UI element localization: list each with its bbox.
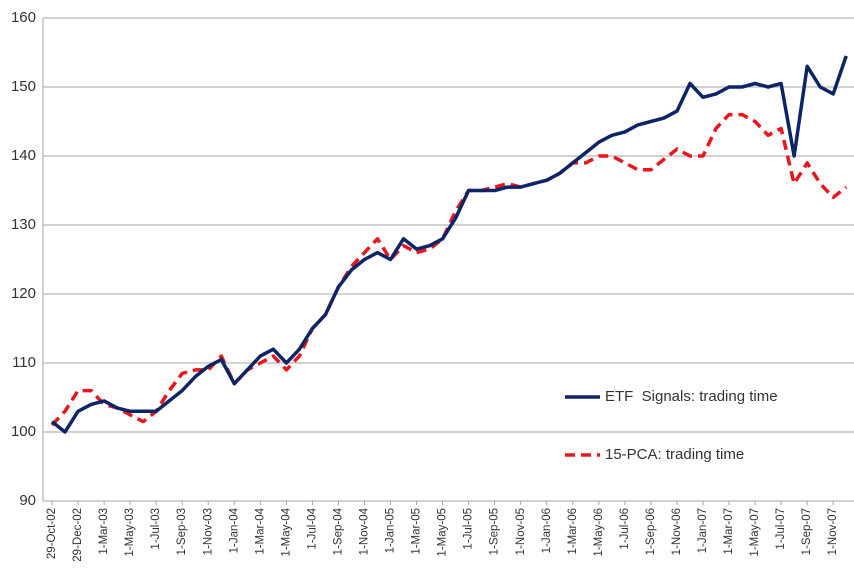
y-tick-label: 150 [11,78,36,95]
x-tick-label: 1-Jul-06 [619,508,631,550]
x-tick-label: 1-May-06 [593,508,605,557]
y-tick-label: 110 [12,354,36,371]
x-tick-label: 1-May-05 [437,508,449,557]
x-tick-label: 1-Sep-07 [801,508,813,555]
x-tick-label: 1-Sep-06 [645,508,657,555]
legend-label: ETF Signals: trading time [605,388,778,405]
series-line [50,112,848,427]
x-tick-label: 29-Oct-02 [46,508,58,559]
y-tick-label: 90 [19,492,36,509]
x-tick-label: 1-Jul-04 [306,507,318,549]
y-tick-label: 120 [11,285,36,302]
x-tick-label: 1-Sep-03 [176,508,188,555]
y-tick-label: 140 [11,147,36,164]
x-tick-label: 29-Dec-02 [72,508,84,562]
x-tick-label: 1-Jan-05 [385,508,397,553]
y-tick-label: 160 [11,9,36,26]
x-tick-label: 1-Jan-06 [541,508,553,553]
x-tick-label: 1-Nov-05 [515,508,527,555]
x-tick-label: 1-Mar-04 [254,507,266,554]
x-tick-label: 1-Nov-04 [359,507,371,555]
y-tick-label: 130 [11,216,36,233]
x-tick-label: 1-May-03 [124,508,136,557]
legend-label: 15-PCA: trading time [605,446,744,463]
x-tick-label: 1-Mar-05 [411,508,423,555]
series-line [50,55,848,434]
x-tick-label: 1-Nov-07 [827,508,839,555]
x-tick-label: 1-Jul-05 [463,508,475,550]
x-tick-label: 1-Sep-05 [489,508,501,555]
x-tick-label: 1-Sep-04 [332,507,344,555]
x-tick-label: 1-Mar-06 [567,508,579,555]
y-tick-label: 100 [11,423,36,440]
x-tick-label: 1-Mar-03 [98,508,110,555]
x-tick-label: 1-Jul-03 [150,508,162,550]
x-tick-label: 1-May-04 [280,507,292,556]
x-tick-label: 1-Jan-04 [228,507,240,553]
x-tick-label: 1-Nov-03 [202,508,214,555]
x-tick-label: 1-Nov-06 [671,508,683,555]
x-tick-label: 1-Mar-07 [723,508,735,555]
x-tick-label: 1-Jan-07 [697,508,709,553]
x-tick-label: 1-Jul-07 [775,508,787,550]
x-tick-label: 1-May-07 [749,508,761,557]
